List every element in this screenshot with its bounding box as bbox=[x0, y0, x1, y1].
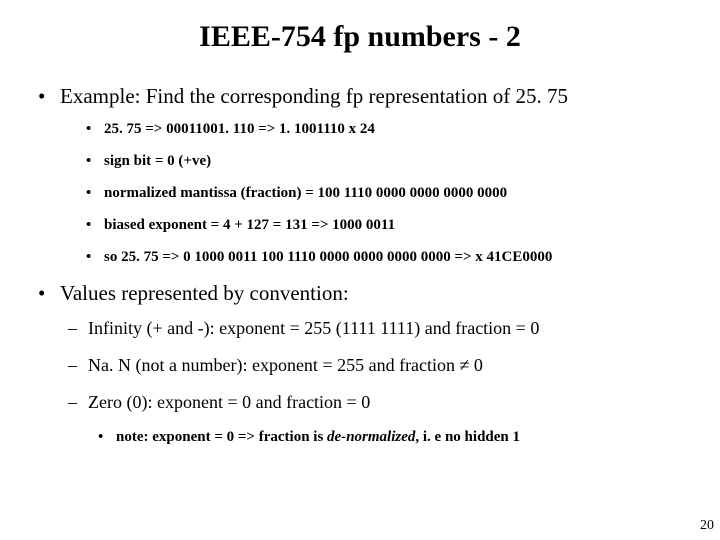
bullet-example: Example: Find the corresponding fp repre… bbox=[38, 84, 720, 109]
sub-step-5: so 25. 75 => 0 1000 0011 100 1110 0000 0… bbox=[86, 249, 720, 266]
note-part-c: , i. e no hidden 1 bbox=[415, 429, 520, 445]
sub-step-1: 25. 75 => 00011001. 110 => 1. 1001110 x … bbox=[86, 121, 720, 138]
bullet-convention: Values represented by convention: bbox=[38, 281, 720, 306]
slide-title: IEEE-754 fp numbers - 2 bbox=[0, 20, 720, 54]
note-part-a: note: exponent = 0 => fraction is bbox=[116, 429, 327, 445]
note-part-b: de-normalized bbox=[327, 429, 415, 445]
page-number: 20 bbox=[700, 518, 714, 534]
slide-content: Example: Find the corresponding fp repre… bbox=[0, 84, 720, 446]
sub-step-4: biased exponent = 4 + 127 = 131 => 1000 … bbox=[86, 217, 720, 234]
note-denormalized: note: exponent = 0 => fraction is de-nor… bbox=[98, 429, 720, 446]
dash-infinity: Infinity (+ and -): exponent = 255 (1111… bbox=[68, 318, 720, 339]
dash-nan: Na. N (not a number): exponent = 255 and… bbox=[68, 355, 720, 376]
sub-step-2: sign bit = 0 (+ve) bbox=[86, 153, 720, 170]
sub-step-3: normalized mantissa (fraction) = 100 111… bbox=[86, 185, 720, 202]
dash-zero: Zero (0): exponent = 0 and fraction = 0 bbox=[68, 392, 720, 413]
